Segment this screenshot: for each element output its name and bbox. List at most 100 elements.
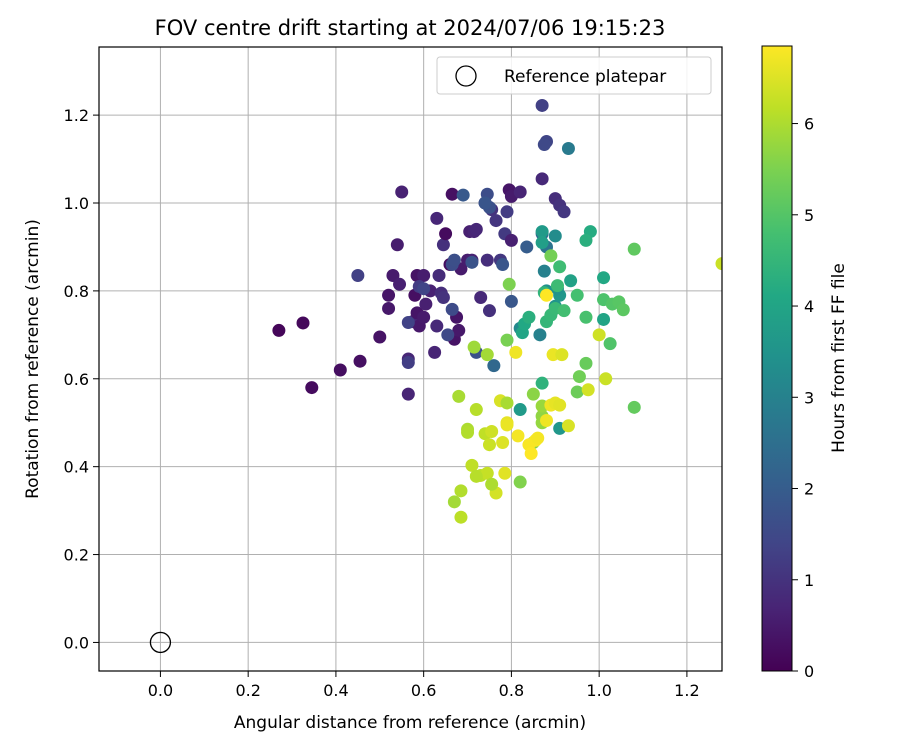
data-point [537,138,551,152]
data-point [487,359,501,373]
data-point [535,236,549,250]
data-point [390,238,404,252]
data-point [496,435,510,449]
colorbar-tick-label: 6 [804,115,814,134]
data-point [441,328,455,342]
grid-lines [99,47,722,671]
colorbar-tick-label: 1 [804,571,814,590]
data-point [454,510,468,524]
data-point [436,238,450,252]
data-point [544,249,558,263]
data-point [550,279,564,293]
data-point [417,310,431,324]
data-point [447,495,461,509]
data-point [570,385,584,399]
data-point [373,330,387,344]
data-point [467,340,481,354]
data-points [272,98,722,524]
y-tick-label: 0.2 [64,546,89,565]
colorbar-tick-label: 4 [804,297,814,316]
data-point [333,363,347,377]
data-point [489,214,503,228]
data-point [436,290,450,304]
data-point [417,269,431,283]
legend-label: Reference platepar [504,67,666,87]
colorbar: 0 1 2 3 4 5 6 Hours from first FF file [761,45,849,681]
reference-marker-group [149,631,172,654]
colorbar-tick-label: 3 [804,388,814,407]
data-point [564,274,578,288]
data-point [581,383,595,397]
data-point [570,288,584,302]
data-point [579,356,593,370]
colorbar-tick-label: 5 [804,206,814,225]
data-point [513,403,527,417]
data-point [511,429,525,443]
data-point [502,277,516,291]
data-point [445,302,459,316]
data-point [627,400,641,414]
legend-reference-marker [455,65,477,87]
data-point [465,458,479,472]
data-point [480,348,494,362]
data-point [351,269,365,283]
data-point [401,356,415,370]
y-axis-label: Rotation from reference (arcmin) [23,219,43,499]
data-point [603,337,617,351]
data-point [432,269,446,283]
colorbar-gradient [761,45,793,672]
data-point [579,233,593,247]
data-point [498,466,512,480]
data-point [561,419,575,433]
data-point [428,345,442,359]
colorbar-ticks: 0 1 2 3 4 5 6 [792,115,814,681]
x-tick-label: 0.2 [235,681,260,700]
data-point [445,187,459,201]
data-point [296,316,310,330]
data-point [469,222,483,236]
data-point [461,425,475,439]
data-point [482,304,496,318]
data-point [522,310,536,324]
y-axis-ticks: 0.0 0.2 0.4 0.6 0.8 1.0 1.2 [64,106,99,652]
data-point [452,323,466,337]
data-point [531,431,545,445]
data-point [500,418,514,432]
data-point [452,389,466,403]
data-point [272,323,286,337]
x-axis-ticks: 0.0 0.2 0.4 0.6 0.8 1.0 1.2 [148,671,700,700]
data-point [454,484,468,498]
data-point [540,288,554,302]
y-tick-label: 0.8 [64,282,89,301]
data-point [513,185,527,199]
x-axis-label: Angular distance from reference (arcmin) [234,713,586,733]
data-point [482,438,496,452]
chart-title: FOV centre drift starting at 2024/07/06 … [155,16,666,40]
data-point [540,414,554,428]
data-point [417,282,431,296]
data-point [579,310,593,324]
data-point [474,290,488,304]
legend-box [436,56,712,95]
data-point [496,258,510,272]
reference-platepar-marker [149,631,172,654]
data-point [478,196,492,210]
data-point [430,211,444,225]
data-point [553,260,567,274]
x-tick-label: 1.2 [674,681,699,700]
data-point [599,372,613,386]
data-point [465,255,479,269]
data-point [533,328,547,342]
data-point [401,316,415,330]
data-point [500,205,514,219]
data-point [504,294,518,308]
data-point [439,227,453,241]
data-point [469,403,483,417]
y-tick-label: 1.2 [64,106,89,125]
data-point [520,240,534,254]
data-point [456,188,470,202]
data-point [485,425,499,439]
data-point [535,98,549,112]
x-tick-label: 0.8 [499,681,524,700]
data-point [557,304,571,318]
